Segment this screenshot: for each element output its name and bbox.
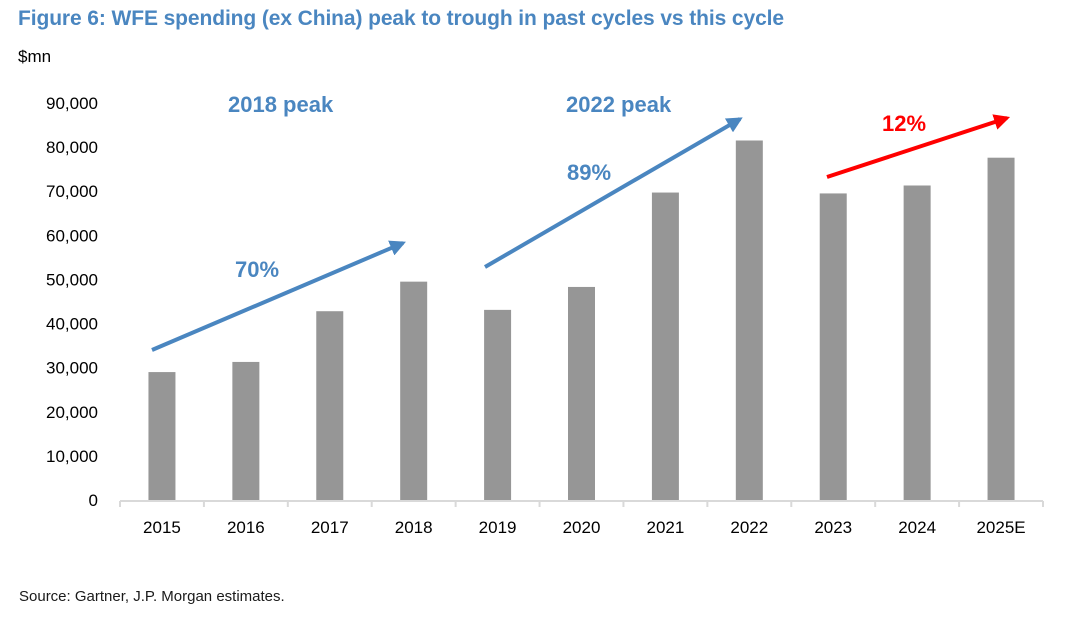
source-note: Source: Gartner, J.P. Morgan estimates. <box>19 588 285 605</box>
x-tick-label: 2021 <box>646 518 684 537</box>
y-axis: 0 10,000 20,000 30,000 40,000 50,000 60,000 70,… <box>46 94 98 510</box>
bar-2022 <box>735 140 763 500</box>
annotation-2022-peak: 2022 peak <box>566 92 672 117</box>
y-tick-label: 70,000 <box>46 182 98 201</box>
y-tick-label: 30,000 <box>46 359 98 378</box>
bar-2016 <box>232 361 260 500</box>
x-tick-label: 2018 <box>395 518 433 537</box>
bar-2019 <box>484 309 512 500</box>
bar-2017 <box>316 311 344 500</box>
x-tick-label: 2024 <box>898 518 936 537</box>
bar-2024 <box>903 185 931 500</box>
annotations-group: 2018 peak 2022 peak 70% 89% 12% <box>151 92 1011 352</box>
bar-2021 <box>651 192 679 500</box>
y-tick-label: 90,000 <box>46 94 98 113</box>
growth-arrow-2023-2025E <box>826 114 1011 179</box>
x-tick-label: 2015 <box>143 518 181 537</box>
y-tick-label: 20,000 <box>46 403 98 422</box>
bar-2015 <box>148 372 176 500</box>
growth-arrow-2019-2022 <box>483 117 743 269</box>
y-tick-label: 80,000 <box>46 138 98 157</box>
y-tick-label: 10,000 <box>46 447 98 466</box>
chart-title: Figure 6: WFE spending (ex China) peak t… <box>18 7 784 30</box>
annotation-growth-12-pct: 12% <box>882 111 926 136</box>
y-tick-label: 50,000 <box>46 270 98 289</box>
x-tick-label: 2017 <box>311 518 349 537</box>
y-tick-label: 60,000 <box>46 226 98 245</box>
x-axis: 2015 2016 2017 2018 2019 2020 2021 2022 2023 2024… <box>119 500 1044 537</box>
x-tick-label: 2019 <box>479 518 517 537</box>
y-axis-unit-label: $mn <box>18 47 52 66</box>
y-tick-label: 40,000 <box>46 315 98 334</box>
x-tick-label: 2023 <box>814 518 852 537</box>
bar-2020 <box>568 286 595 500</box>
y-tick-label: 0 <box>89 491 98 510</box>
annotation-2018-peak: 2018 peak <box>228 92 334 117</box>
bar-2023 <box>819 193 847 500</box>
bar-2018 <box>400 281 428 500</box>
annotation-growth-89-pct: 89% <box>567 160 611 185</box>
bars-group <box>148 140 1015 500</box>
bar-2025E <box>987 157 1015 500</box>
x-tick-label: 2020 <box>563 518 601 537</box>
growth-arrow-2015-2018 <box>151 240 406 352</box>
x-tick-label: 2016 <box>227 518 265 537</box>
x-tick-label: 2022 <box>730 518 768 537</box>
x-tick-label: 2025E <box>976 518 1025 537</box>
annotation-growth-70-pct: 70% <box>235 257 279 282</box>
